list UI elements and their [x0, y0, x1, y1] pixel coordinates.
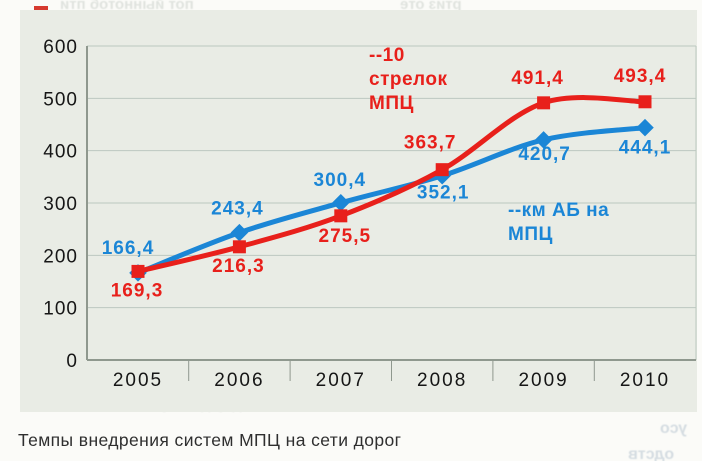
data-label: 352,1 [417, 183, 470, 204]
data-label: 169,3 [111, 280, 164, 301]
legend-km-ab-mpc: --км АБ на МПЦ [508, 200, 610, 245]
series-strelki-mpc [131, 95, 652, 278]
chart-caption: Темпы внедрения систем МПЦ на сети дорог [18, 430, 402, 450]
series-line [135, 125, 648, 276]
x-tick-label: 2009 [518, 370, 568, 391]
diamond-marker [230, 223, 249, 242]
square-marker [131, 264, 145, 278]
y-axis-labels: 0 100 200 300 400 500 600 [43, 37, 78, 372]
ghost-text-fragment: усо [660, 420, 688, 437]
series-data-labels: 169,3 216,3 275,5 363,7 491,4 493,4 [111, 66, 667, 302]
legend-strelki-mpc: --10 стрелок МПЦ [369, 45, 448, 114]
x-tick-label: 2010 [620, 370, 670, 391]
data-label: 300,4 [314, 170, 367, 191]
data-label: 363,7 [404, 133, 457, 154]
data-label: 166,4 [102, 238, 155, 259]
gridlines [87, 45, 697, 360]
y-tick-label: 200 [43, 246, 78, 267]
data-label: 491,4 [511, 68, 564, 89]
diamond-marker [534, 131, 553, 149]
series-line [135, 95, 648, 274]
data-label: 493,4 [614, 66, 667, 87]
x-tick-label: 2007 [316, 370, 366, 391]
diamond-marker [636, 118, 654, 137]
y-tick-label: 300 [43, 194, 78, 215]
y-tick-label: 400 [43, 142, 78, 163]
data-label: 243,4 [211, 199, 264, 220]
axes [86, 46, 696, 381]
x-tick-label: 2005 [113, 370, 163, 391]
diamond-marker [332, 194, 350, 212]
data-label: 444,1 [619, 138, 672, 159]
series-data-labels: 166,4 243,4 300,4 352,1 420,7 444,1 [102, 138, 672, 259]
y-tick-label: 100 [43, 299, 78, 320]
x-tick-label: 2008 [417, 370, 467, 391]
y-tick-label: 500 [43, 89, 78, 110]
x-tick-label: 2006 [214, 370, 264, 391]
chart-panel: 0 100 200 300 400 500 600 2005 2006 2007 2008 2009 2… [20, 10, 697, 412]
square-marker [537, 96, 551, 110]
square-marker [232, 240, 246, 254]
square-marker [334, 209, 348, 223]
square-marker [435, 163, 449, 177]
data-label: 420,7 [518, 144, 571, 165]
data-label: 216,3 [212, 256, 265, 277]
y-tick-label: 600 [43, 37, 78, 58]
data-label: 275,5 [319, 226, 372, 247]
y-tick-label: 0 [66, 351, 78, 372]
ghost-text-fragment: одств [628, 446, 675, 461]
square-marker [638, 95, 652, 109]
x-axis-labels: 2005 2006 2007 2008 2009 2010 [113, 370, 670, 391]
